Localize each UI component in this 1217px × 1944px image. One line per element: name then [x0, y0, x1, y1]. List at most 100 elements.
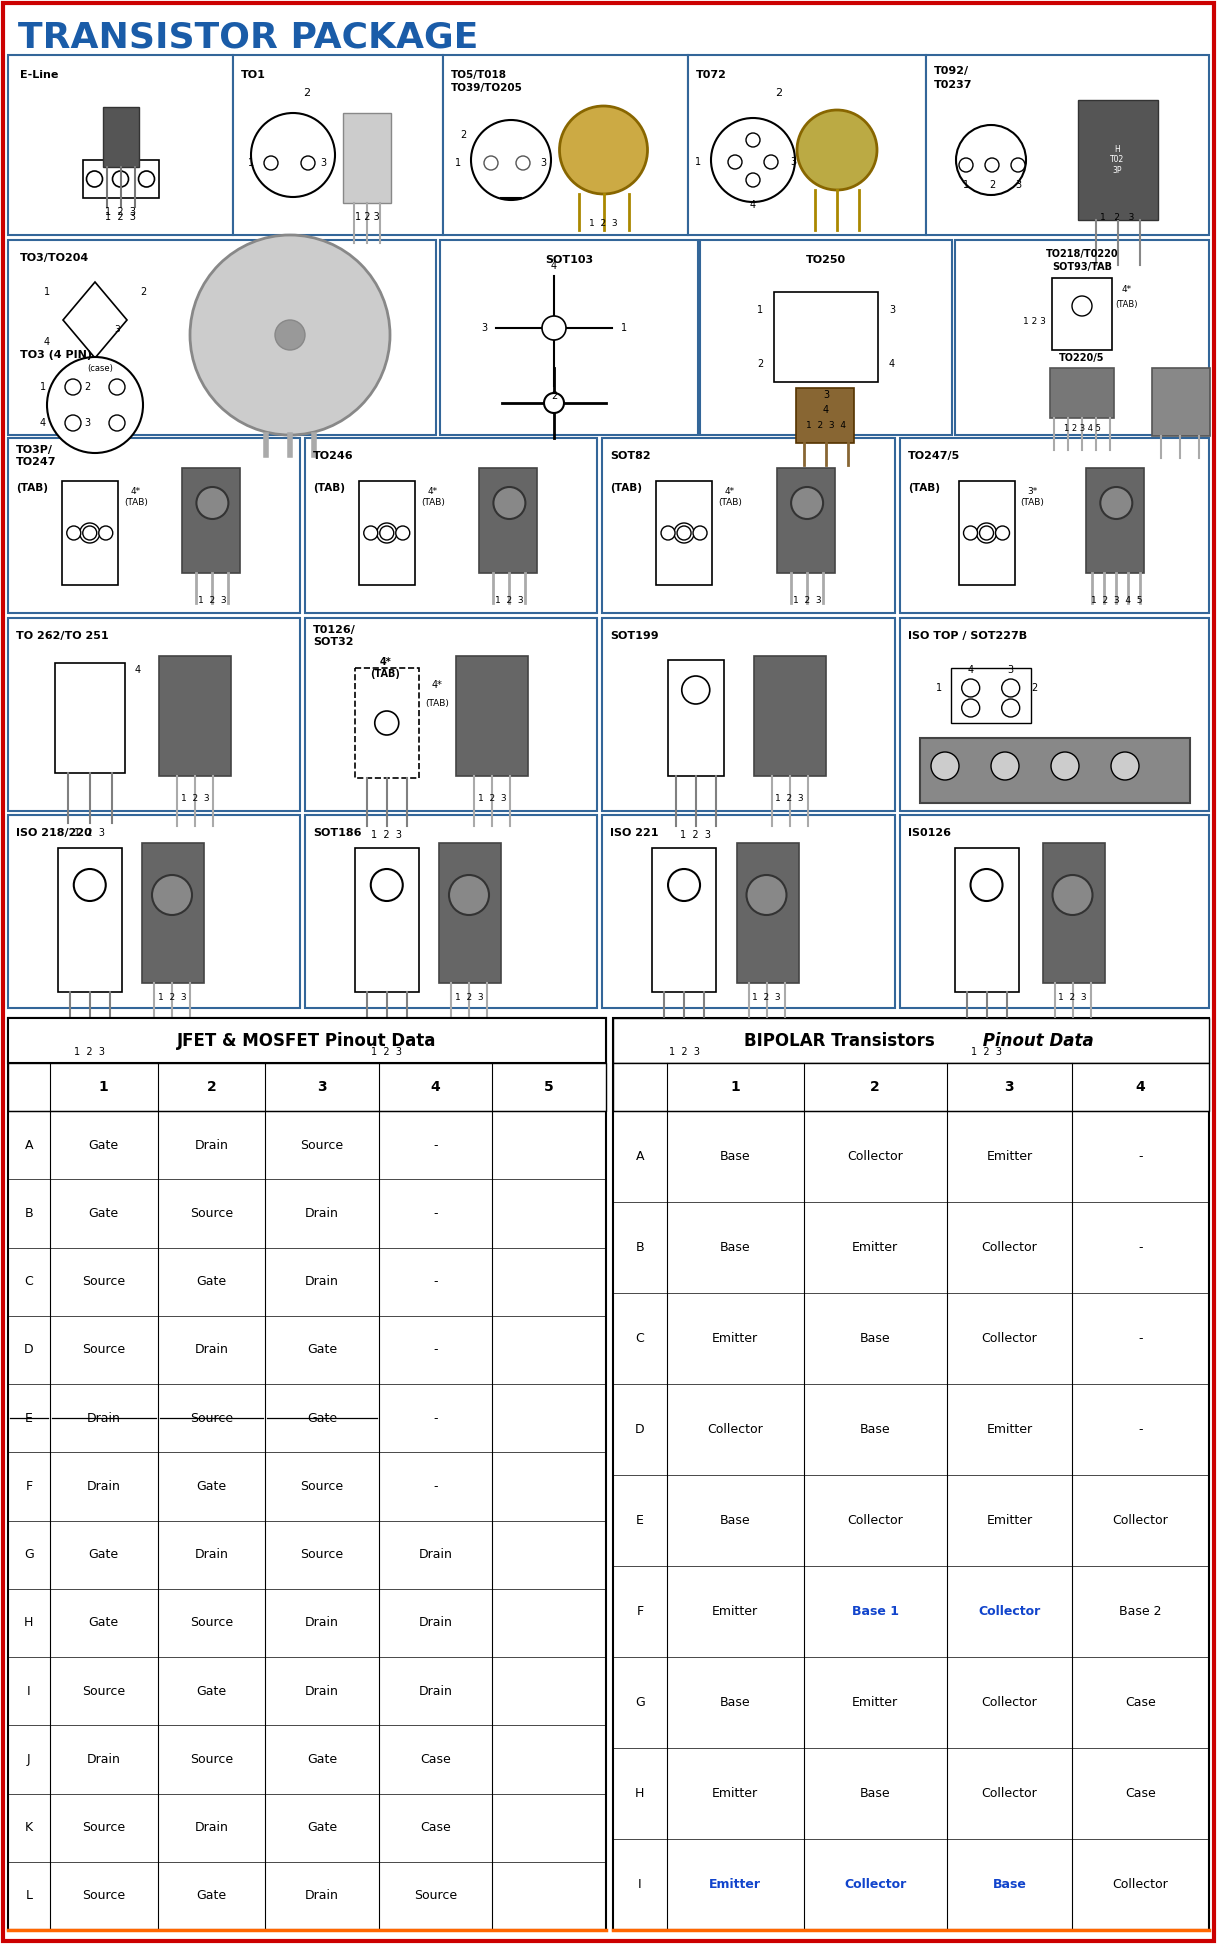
Text: 1  2  3: 1 2 3 [1059, 993, 1087, 1001]
Text: 4*
(TAB): 4* (TAB) [370, 657, 400, 678]
Text: Collector: Collector [847, 1514, 903, 1526]
Bar [9, 1019, 606, 1930]
Circle shape [957, 124, 1026, 194]
Text: Collector: Collector [981, 1695, 1037, 1709]
Text: Base: Base [720, 1695, 751, 1709]
Text: E: E [26, 1411, 33, 1425]
Text: 1 2 3: 1 2 3 [1022, 317, 1045, 327]
Text: 4*
(TAB): 4* (TAB) [718, 488, 742, 507]
Text: 4*
(TAB): 4* (TAB) [421, 488, 444, 507]
Bar [656, 480, 712, 585]
Text: TO220/5: TO220/5 [1059, 354, 1105, 364]
Circle shape [364, 527, 377, 540]
Text: 4: 4 [1135, 1081, 1145, 1094]
Bar [774, 292, 877, 383]
Text: Drain: Drain [195, 1139, 229, 1151]
Text: 4: 4 [888, 360, 894, 369]
Text: Collector: Collector [978, 1606, 1041, 1617]
Bar [439, 844, 501, 984]
Text: 3*
(TAB): 3* (TAB) [1021, 488, 1044, 507]
Bar [1051, 278, 1112, 350]
Bar [901, 815, 1208, 1009]
Text: D: D [635, 1423, 645, 1437]
Bar [62, 480, 118, 585]
Circle shape [560, 107, 647, 194]
Bar [613, 1019, 1208, 1930]
Bar [688, 54, 926, 235]
Circle shape [677, 527, 691, 540]
Text: Case: Case [420, 1822, 452, 1833]
Circle shape [964, 527, 977, 540]
Bar [9, 1019, 606, 1063]
Circle shape [449, 875, 489, 916]
Text: I: I [27, 1685, 30, 1697]
Text: F: F [26, 1479, 33, 1493]
Circle shape [931, 752, 959, 780]
Circle shape [110, 379, 125, 395]
Circle shape [47, 358, 144, 453]
Text: TO 262/TO 251: TO 262/TO 251 [16, 632, 108, 642]
Text: Base 1: Base 1 [852, 1606, 898, 1617]
Text: 4*: 4* [1122, 286, 1132, 294]
Circle shape [301, 156, 315, 169]
Text: Drain: Drain [419, 1685, 453, 1697]
Text: SOT93/TAB: SOT93/TAB [1051, 262, 1112, 272]
Text: Case: Case [1125, 1787, 1156, 1800]
Bar [183, 469, 241, 573]
Text: Emitter: Emitter [712, 1787, 758, 1800]
Circle shape [692, 527, 707, 540]
Circle shape [728, 156, 742, 169]
Text: ISO TOP / SOT227B: ISO TOP / SOT227B [908, 632, 1027, 642]
Text: 3: 3 [318, 1081, 326, 1094]
Circle shape [1072, 295, 1092, 317]
Text: TO246: TO246 [313, 451, 354, 461]
Bar [613, 1019, 1208, 1063]
Bar [652, 848, 716, 991]
Text: 3: 3 [1008, 665, 1014, 675]
Circle shape [83, 527, 97, 540]
Bar [305, 815, 598, 1009]
Text: TO3 (4 PIN): TO3 (4 PIN) [19, 350, 92, 360]
Text: Case: Case [1125, 1695, 1156, 1709]
Circle shape [542, 317, 566, 340]
Text: -: - [1138, 1423, 1143, 1437]
Bar [602, 815, 894, 1009]
Text: Source: Source [190, 1207, 232, 1221]
Text: Drain: Drain [419, 1615, 453, 1629]
Text: J: J [27, 1753, 30, 1765]
Circle shape [264, 156, 277, 169]
Text: SOT186: SOT186 [313, 828, 361, 838]
Text: TO3P/
TO247: TO3P/ TO247 [16, 445, 56, 467]
Text: -: - [433, 1411, 438, 1425]
Text: Source: Source [190, 1411, 232, 1425]
Circle shape [86, 171, 102, 187]
Text: 1  2  3  4  5: 1 2 3 4 5 [1090, 595, 1142, 605]
Bar [700, 239, 952, 435]
Text: 1  2  3: 1 2 3 [74, 828, 105, 838]
Text: 1  2  3: 1 2 3 [74, 1048, 105, 1058]
Bar [142, 844, 204, 984]
Text: 3: 3 [84, 418, 90, 428]
Text: T0237: T0237 [933, 80, 972, 89]
Bar [1152, 367, 1210, 435]
Text: 2: 2 [775, 87, 783, 97]
Circle shape [67, 527, 80, 540]
Text: TO5/T018: TO5/T018 [452, 70, 507, 80]
Text: 1  2  3: 1 2 3 [775, 793, 803, 803]
Text: 1: 1 [40, 383, 46, 393]
Text: Gate: Gate [307, 1822, 337, 1833]
Circle shape [1111, 752, 1139, 780]
Circle shape [471, 121, 551, 200]
Text: 1   2   3: 1 2 3 [1100, 212, 1134, 222]
Circle shape [190, 235, 389, 435]
Text: ISO 218/220: ISO 218/220 [16, 828, 91, 838]
Text: TO218/T0220: TO218/T0220 [1045, 249, 1118, 259]
Text: Emitter: Emitter [986, 1151, 1032, 1163]
Bar [954, 848, 1019, 991]
Text: 2: 2 [303, 87, 310, 97]
Text: ISO 221: ISO 221 [610, 828, 658, 838]
Text: 1  2  3: 1 2 3 [455, 993, 483, 1001]
Circle shape [1011, 157, 1025, 171]
Text: Drain: Drain [86, 1479, 120, 1493]
Text: (TAB): (TAB) [425, 698, 449, 708]
